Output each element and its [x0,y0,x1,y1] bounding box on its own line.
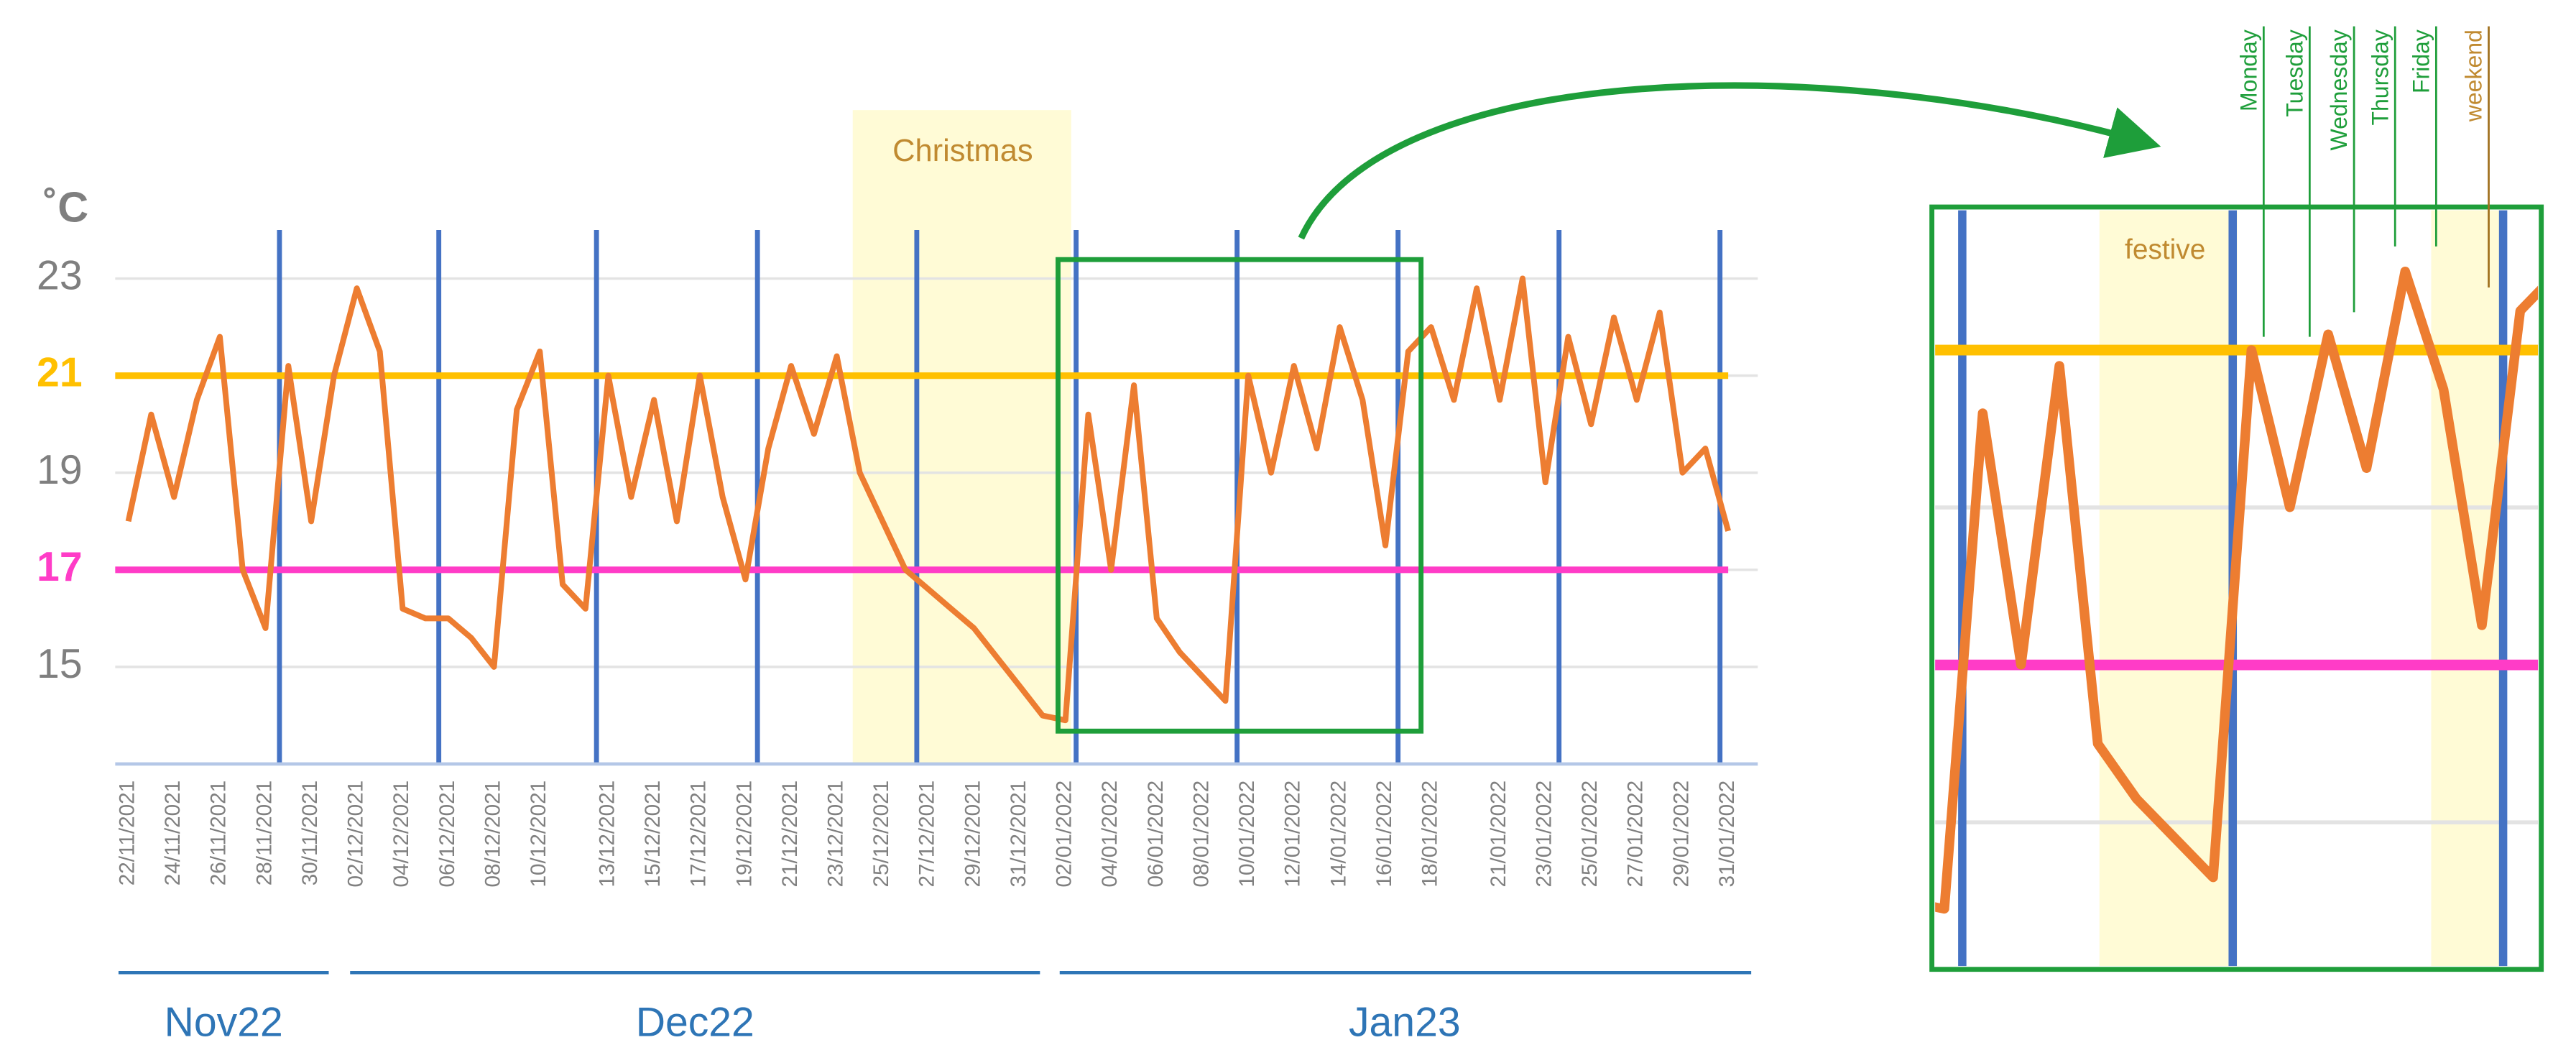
x-tick-labels: 22/11/2021 24/11/2021 26/11/2021 28/11/2021… [115,781,1739,888]
period-label: Dec22 [636,1000,754,1046]
christmas-label: Christmas [892,134,1033,168]
x-tick-label: 23/01/2022 [1533,781,1556,888]
x-tick-label: 21/01/2022 [1487,781,1510,888]
plot [115,230,1731,764]
x-tick-label: 25/12/2021 [869,781,893,888]
weekend-shade [2431,210,2506,967]
x-tick-label: 19/12/2021 [732,781,756,888]
x-tick-label: 15/12/2021 [641,781,665,888]
weekday-label: Tuesday [2282,29,2308,117]
festive-label: festive [2125,234,2205,265]
x-tick-label: 21/12/2021 [778,781,802,888]
x-tick-label: 04/12/2021 [389,781,413,888]
x-tick-label: 10/12/2021 [527,781,550,888]
x-tick-label: 08/12/2021 [481,781,504,888]
weekday-label: Friday [2409,29,2434,93]
inset-frame [1929,204,2544,972]
weekday-ticks [2262,26,2490,337]
period-label: Jan23 [1349,1000,1461,1046]
zoom-box [1056,257,1424,734]
weekday-label: Wednesday [2326,29,2352,150]
inset: festive Monday Tuesday Wednesday Thursda… [348,26,2576,980]
x-tick-label: 23/12/2021 [823,781,847,888]
unit-label: ˚C [43,183,88,231]
x-tick-label: 10/01/2022 [1235,781,1259,888]
x-tick-label: 27/01/2022 [1624,781,1648,888]
x-tick-label: 06/01/2022 [1144,781,1168,888]
y-tick-label: 15 [37,641,83,687]
x-tick-label: 17/12/2021 [687,781,711,888]
x-tick-label: 29/01/2022 [1669,781,1693,888]
x-tick-label: 26/11/2021 [207,781,231,885]
x-tick-label: 12/01/2022 [1281,781,1305,888]
x-tick-label: 02/12/2021 [344,781,368,888]
x-tick-label: 24/11/2021 [161,781,185,885]
x-tick-label: 13/12/2021 [595,781,619,888]
x-tick-label: 28/11/2021 [252,781,276,885]
y-tick-label: 19 [37,447,83,493]
inset-view [348,114,2576,980]
y-tick-label: 21 [37,350,83,396]
x-tick-label: 25/01/2022 [1578,781,1602,888]
x-tick-label: 06/12/2021 [435,781,459,888]
x-tick-label: 29/12/2021 [961,781,984,888]
christmas-shade [852,110,1071,764]
x-tick-label: 14/01/2022 [1326,781,1350,888]
x-tick-label: 31/01/2022 [1715,781,1739,888]
x-tick-label: 16/01/2022 [1372,781,1396,888]
series-line [125,275,1731,724]
x-tick-label: 18/01/2022 [1418,781,1441,888]
x-tick-label: 30/11/2021 [298,781,322,885]
x-tick-label: 04/01/2022 [1098,781,1122,888]
x-tick-label: 27/12/2021 [915,781,939,888]
y-tick-label: 23 [37,253,83,299]
weekday-label: Thursday [2367,29,2393,125]
x-tick-label: 22/11/2021 [115,781,139,885]
period-label: Nov22 [165,1000,283,1046]
zoom-arrow [1298,82,2161,240]
y-tick-label: 17 [37,544,83,590]
weekend-label: weekend [2461,29,2487,122]
weekday-labels: Monday Tuesday Wednesday Thursday Friday… [2236,29,2487,150]
x-tick-label: 02/01/2022 [1053,781,1076,888]
x-tick-label: 08/01/2022 [1189,781,1213,888]
series [125,275,1731,724]
x-tick-label: 31/12/2021 [1007,781,1030,888]
weekday-label: Monday [2236,29,2262,111]
